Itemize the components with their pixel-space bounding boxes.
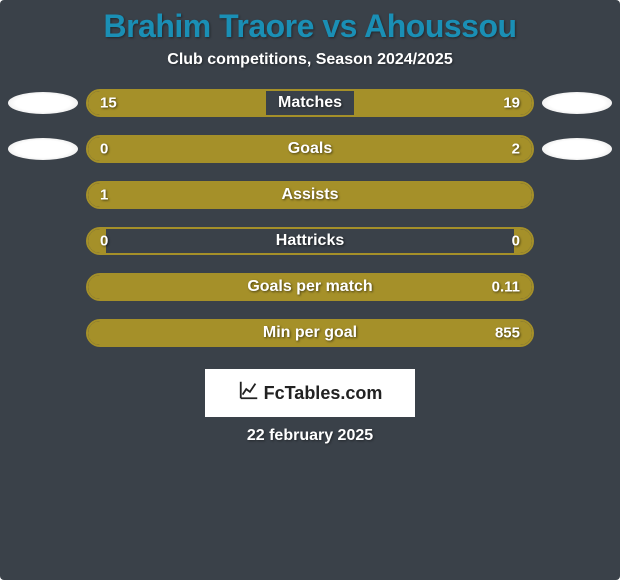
stat-value-right: 855 bbox=[495, 325, 520, 342]
stat-label: Matches bbox=[278, 94, 342, 112]
stat-row: 15 Matches 19 bbox=[8, 89, 612, 117]
chart-icon bbox=[238, 379, 260, 407]
footer-logo-text: FcTables.com bbox=[264, 383, 383, 404]
stat-row: 0 Goals 2 bbox=[8, 135, 612, 163]
stat-bar: 1 Assists bbox=[86, 181, 534, 209]
footer-date: 22 february 2025 bbox=[0, 427, 620, 445]
stat-value-right: 19 bbox=[503, 95, 520, 112]
page-title: Brahim Traore vs Ahoussou bbox=[0, 8, 620, 45]
stat-bar: Min per goal 855 bbox=[86, 319, 534, 347]
stat-bar: 0 Goals 2 bbox=[86, 135, 534, 163]
stat-row: 0 Hattricks 0 bbox=[8, 227, 612, 255]
stat-row: 1 Assists bbox=[8, 181, 612, 209]
stat-row: Min per goal 855 bbox=[8, 319, 612, 347]
stat-value-left: 15 bbox=[100, 95, 117, 112]
stat-value-right: 0.11 bbox=[492, 279, 520, 296]
stat-rows: 15 Matches 19 0 Goals 2 1 Assists 0 Hattricks 0 Goa… bbox=[0, 89, 620, 347]
comparison-card: Brahim Traore vs Ahoussou Club competiti… bbox=[0, 0, 620, 580]
stat-label: Goals bbox=[288, 140, 332, 158]
player-marker-left bbox=[8, 92, 78, 114]
stat-value-left: 0 bbox=[100, 233, 108, 250]
stat-value-left: 0 bbox=[100, 141, 108, 158]
bar-fill-right bbox=[168, 137, 532, 161]
page-subtitle: Club competitions, Season 2024/2025 bbox=[0, 51, 620, 69]
stat-bar: 0 Hattricks 0 bbox=[86, 227, 534, 255]
stat-row: Goals per match 0.11 bbox=[8, 273, 612, 301]
stat-label: Hattricks bbox=[276, 232, 344, 250]
stat-value-left: 1 bbox=[100, 187, 108, 204]
stat-bar: Goals per match 0.11 bbox=[86, 273, 534, 301]
stat-label: Assists bbox=[282, 186, 339, 204]
stat-label: Min per goal bbox=[263, 324, 357, 342]
player-marker-right bbox=[542, 138, 612, 160]
stat-value-right: 0 bbox=[512, 233, 520, 250]
player-marker-right bbox=[542, 92, 612, 114]
stat-label: Goals per match bbox=[247, 278, 372, 296]
player-marker-left bbox=[8, 138, 78, 160]
stat-bar: 15 Matches 19 bbox=[86, 89, 534, 117]
footer-logo: FcTables.com bbox=[205, 369, 415, 417]
stat-value-right: 2 bbox=[512, 141, 520, 158]
